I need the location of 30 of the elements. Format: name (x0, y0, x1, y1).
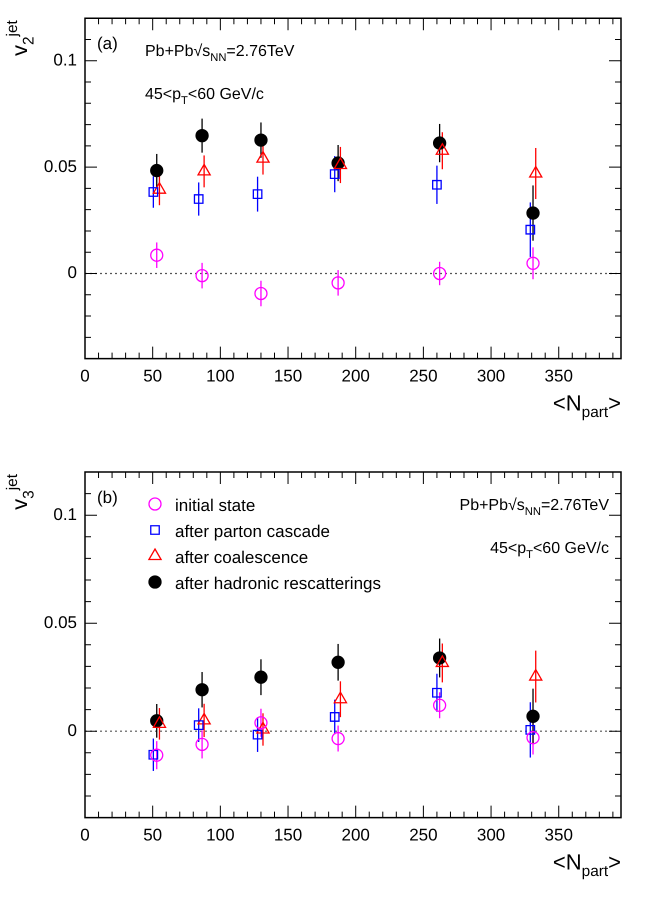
x-tick-label: 350 (544, 825, 573, 844)
annotation: (a) (97, 34, 118, 54)
y-tick-label: 0.1 (53, 50, 77, 70)
legend-label: after parton cascade (175, 522, 330, 541)
x-tick-label: 50 (143, 366, 162, 386)
y-tick-label: 0.05 (44, 612, 77, 632)
legend-label: after coalescence (175, 548, 308, 567)
x-tick-label: 250 (409, 366, 438, 386)
x-tick-label: 250 (409, 825, 438, 844)
x-tick-label: 300 (476, 825, 506, 844)
x-tick-label: 200 (342, 366, 370, 386)
legend-label: initial state (175, 496, 256, 515)
x-tick-label: 200 (342, 825, 370, 844)
y-axis-title: v3jet (4, 473, 38, 510)
x-tick-label: 50 (143, 825, 162, 844)
x-tick-label: 100 (206, 366, 235, 386)
x-tick-label: 300 (476, 366, 506, 386)
x-tick-label: 0 (80, 825, 90, 844)
legend-label: after hadronic rescatterings (175, 574, 381, 593)
y-tick-label: 0.1 (53, 504, 77, 524)
x-tick-label: 150 (274, 366, 302, 386)
x-tick-label: 100 (206, 825, 235, 844)
y-tick-label: 0 (68, 720, 77, 740)
annotation: (b) (97, 488, 118, 507)
y-axis-title: v2jet (4, 19, 38, 56)
y-tick-label: 0 (68, 263, 77, 282)
x-tick-label: 150 (274, 825, 302, 844)
x-tick-label: 350 (544, 366, 573, 386)
x-tick-label: 0 (80, 366, 90, 386)
y-tick-label: 0.05 (44, 156, 77, 176)
